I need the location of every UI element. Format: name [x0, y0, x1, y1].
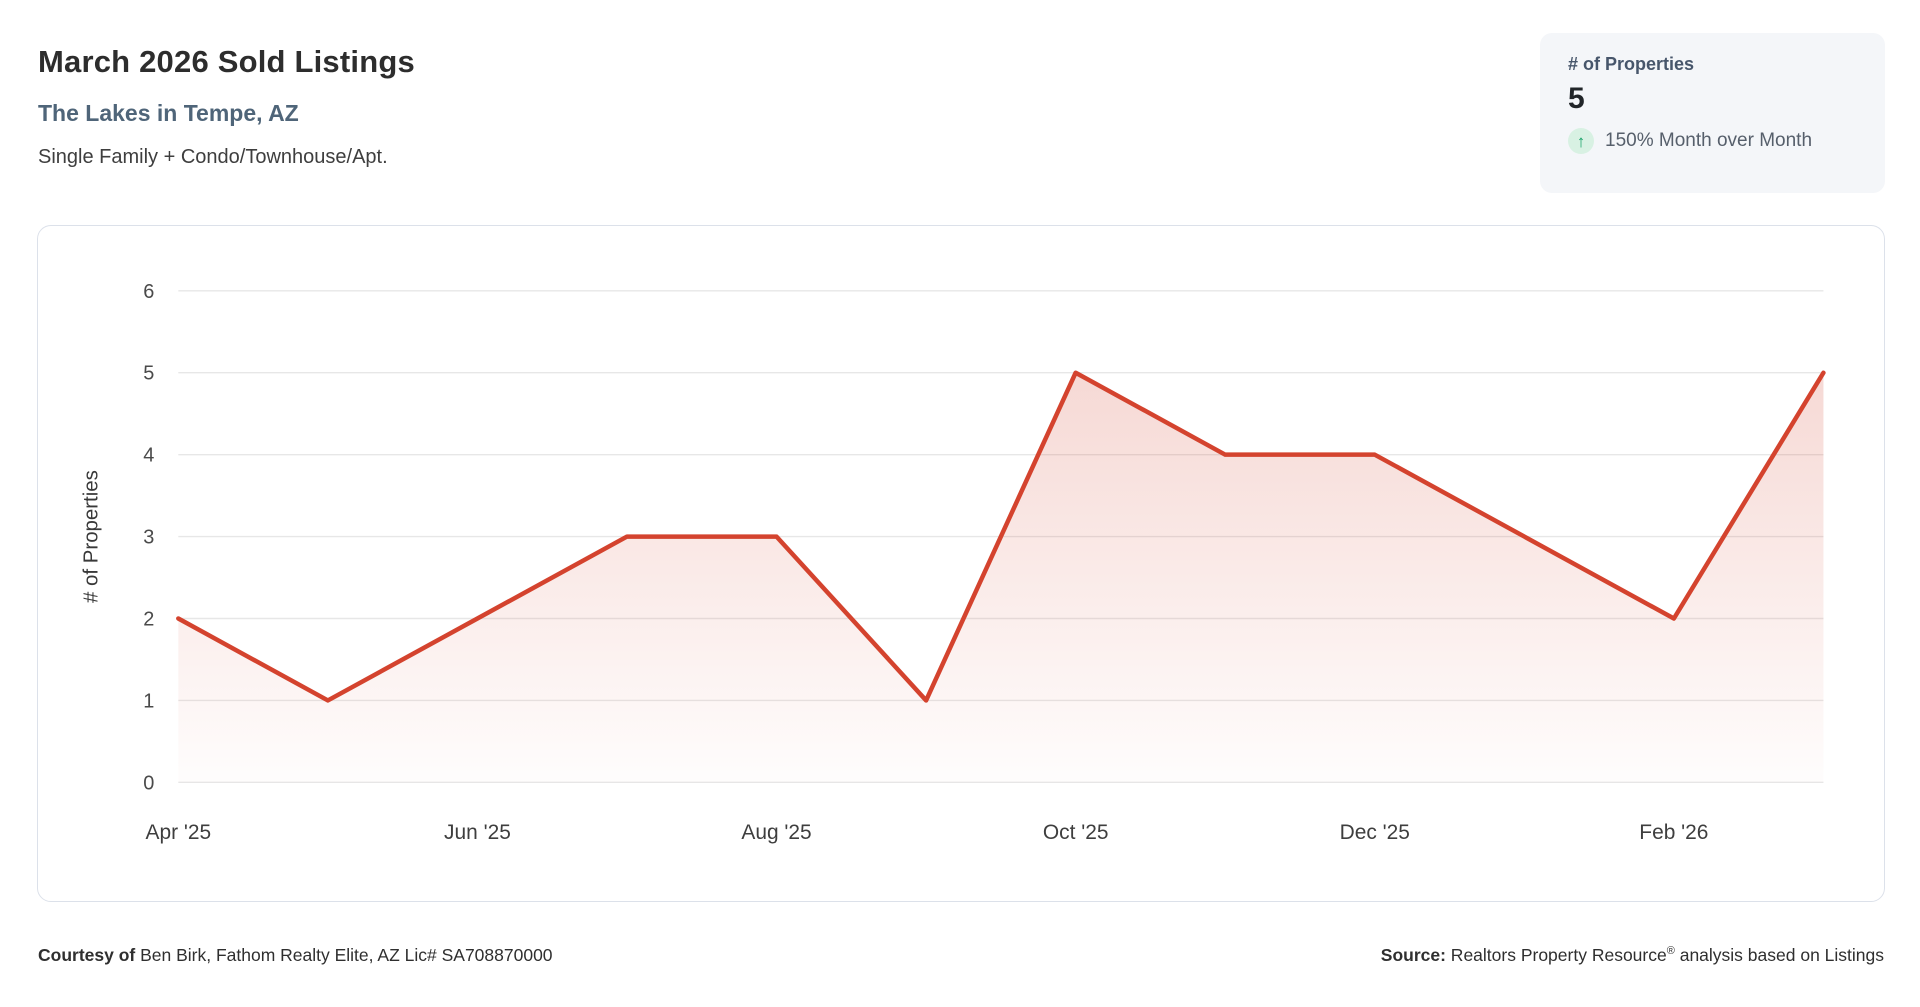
y-tick-label-4: 4 [143, 445, 154, 467]
trend-up-icon: ↑ [1568, 128, 1594, 154]
x-tick-label-jun-25: Jun '25 [444, 821, 511, 844]
stat-card-value: 5 [1568, 82, 1585, 115]
x-tick-label-apr-25: Apr '25 [145, 821, 211, 844]
stat-card-label: # of Properties [1568, 54, 1695, 74]
registered-mark: ® [1666, 945, 1675, 958]
x-tick-label-feb-26: Feb '26 [1639, 821, 1708, 844]
x-tick-label-dec-25: Dec '25 [1340, 821, 1410, 844]
y-tick-label-0: 0 [143, 772, 154, 794]
courtesy-footer: Courtesy of Ben Birk, Fathom Realty Elit… [38, 945, 553, 966]
property-type-filter-label: Single Family + Condo/Townhouse/Apt. [38, 146, 388, 168]
x-tick-label-oct-25: Oct '25 [1043, 821, 1109, 844]
stat-card: # of Properties 5 ↑ 150% Month over Mont… [1540, 33, 1885, 193]
trend-row: ↑ 150% Month over Month [1568, 128, 1857, 154]
source-footer: Source: Realtors Property Resource® anal… [1381, 945, 1884, 966]
area-fill [178, 372, 1824, 783]
source-text-suffix: analysis based on Listings [1674, 945, 1884, 965]
y-tick-label-1: 1 [143, 690, 154, 712]
trend-text: 150% Month over Month [1605, 130, 1813, 151]
y-tick-label-5: 5 [143, 363, 154, 385]
x-tick-label-aug-25: Aug '25 [741, 821, 811, 844]
source-text: Realtors Property Resource [1445, 945, 1667, 965]
chart-svg: 0 1 2 3 4 5 6 # of Properties Apr '25 Jun '25 Aug … [81, 281, 1826, 844]
trend-line [176, 370, 1826, 703]
courtesy-prefix: Courtesy of [38, 945, 136, 965]
location-subtitle: The Lakes in Tempe, AZ [38, 100, 299, 126]
chart-panel: 0 1 2 3 4 5 6 # of Properties Apr '25 Jun '25 Aug … [37, 225, 1885, 902]
page-title: March 2026 Sold Listings [38, 44, 415, 79]
y-axis-title: # of Properties [81, 470, 103, 603]
y-tick-label-6: 6 [143, 281, 154, 303]
y-tick-label-3: 3 [143, 527, 154, 549]
y-tick-label-2: 2 [143, 608, 154, 630]
source-prefix: Source: [1380, 945, 1446, 965]
courtesy-text: Ben Birk, Fathom Realty Elite, AZ Lic# S… [135, 945, 553, 965]
